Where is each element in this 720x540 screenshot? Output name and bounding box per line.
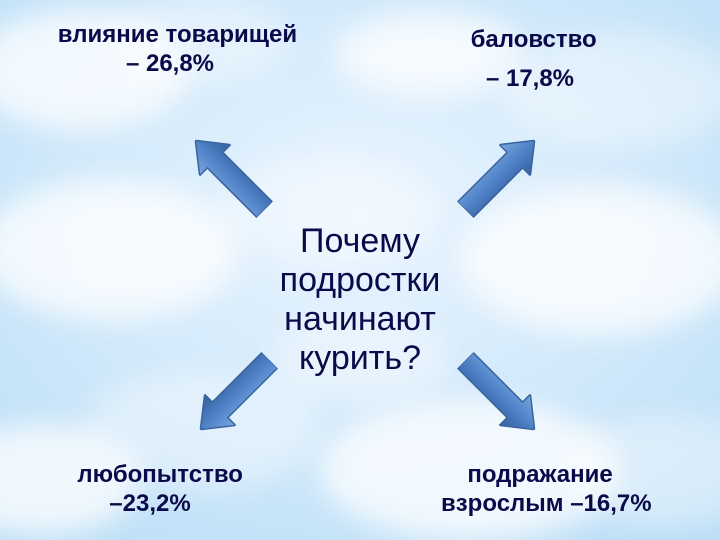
label-mischief: баловство – 17,8% — [471, 26, 590, 94]
label-curiosity-value: –23,2% — [77, 490, 222, 519]
label-peers-title: влияние товарищей — [58, 21, 282, 50]
label-curiosity: любопытство–23,2% — [77, 461, 222, 519]
label-mischief-value: – 17,8% — [471, 65, 590, 94]
label-imitation-value: взрослым –16,7% — [441, 490, 639, 519]
label-mischief-title: баловство — [471, 26, 590, 55]
label-peers: влияние товарищей– 26,8% — [58, 21, 282, 79]
diagram-stage: Почемуподросткиначинаюткурить? влияние т… — [0, 0, 720, 540]
label-imitation: подражаниевзрослым –16,7% — [441, 461, 639, 519]
label-curiosity-title: любопытство — [77, 461, 222, 490]
label-peers-value: – 26,8% — [58, 50, 282, 79]
label-imitation-title: подражание — [441, 461, 639, 490]
